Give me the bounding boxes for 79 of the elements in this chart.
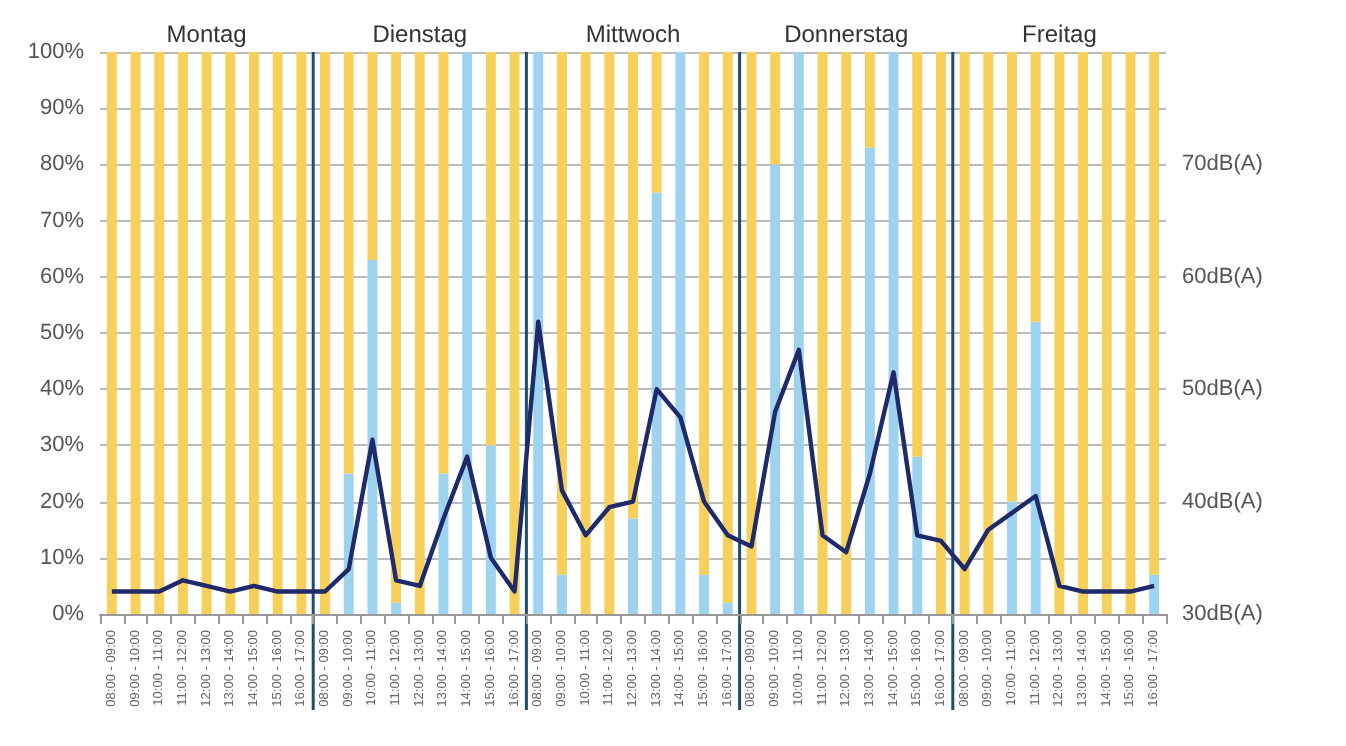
y-tick-label: 0%	[52, 602, 85, 626]
bar	[1149, 52, 1160, 575]
bar	[462, 52, 473, 614]
text: Montag	[166, 20, 247, 48]
bar	[296, 52, 307, 614]
bar	[888, 52, 899, 614]
line-series	[109, 319, 1157, 594]
bar	[414, 52, 425, 614]
bar	[675, 52, 686, 614]
bar	[746, 52, 757, 614]
y2-tick-label: 60dB(A)	[1182, 264, 1263, 289]
bar	[1007, 52, 1017, 502]
y-tick-label: 40%	[39, 377, 85, 402]
y-tick-label: 100%	[27, 40, 85, 64]
bar	[651, 52, 662, 193]
bar	[130, 52, 141, 614]
bar	[1125, 52, 1136, 614]
bar	[935, 52, 946, 614]
bar	[343, 52, 354, 474]
y-tick-label: 20%	[39, 489, 85, 514]
bar	[651, 192, 662, 614]
bar	[556, 574, 567, 614]
bar	[628, 52, 638, 519]
bar	[485, 445, 496, 614]
bar	[1149, 574, 1160, 614]
bar	[770, 52, 781, 165]
bar	[367, 52, 378, 260]
text: Freitag	[1022, 20, 1097, 48]
y2-tick-label: 50dB(A)	[1182, 377, 1263, 402]
bar	[912, 52, 923, 457]
bar	[841, 52, 852, 614]
bar	[177, 52, 188, 614]
bar	[320, 52, 331, 614]
bar	[391, 602, 402, 614]
bar	[272, 52, 283, 614]
bar	[1007, 501, 1017, 614]
bar	[556, 52, 567, 575]
bar	[106, 52, 117, 614]
y-tick-label: 60%	[39, 264, 85, 289]
y-tick-label: 90%	[39, 96, 85, 121]
bar	[533, 52, 544, 614]
text: Donnerstag	[784, 20, 909, 48]
bar	[1030, 321, 1041, 614]
y2-tick-label: 30dB(A)	[1182, 602, 1263, 626]
bar	[201, 52, 212, 614]
text: Dienstag	[372, 20, 468, 48]
bar	[438, 52, 449, 474]
bar	[864, 147, 875, 614]
bar	[509, 52, 520, 614]
bar	[225, 52, 236, 614]
text: Mittwoch	[585, 20, 681, 48]
y-tick-label: 80%	[39, 152, 85, 177]
bar	[1030, 52, 1041, 322]
bar	[1101, 52, 1112, 614]
bar	[864, 52, 875, 148]
bar	[722, 52, 733, 603]
bar	[391, 52, 402, 603]
bar	[770, 164, 781, 614]
bar	[580, 52, 591, 614]
y2-tick-label: 70dB(A)	[1182, 152, 1263, 177]
bar	[699, 52, 710, 575]
y-tick-label: 30%	[39, 433, 85, 458]
bar	[1078, 52, 1089, 614]
bar	[154, 52, 165, 614]
bar	[604, 52, 615, 614]
bar	[485, 52, 496, 446]
y-tick-label: 10%	[39, 545, 85, 570]
bar	[249, 52, 259, 614]
bar	[1054, 52, 1065, 614]
bar	[628, 518, 638, 614]
y-tick-label: 70%	[39, 208, 85, 233]
y-tick-label: 50%	[39, 321, 85, 345]
bar	[983, 52, 994, 614]
bar	[367, 259, 378, 614]
bar	[699, 574, 710, 614]
bar	[722, 602, 733, 614]
bar	[959, 52, 970, 614]
bar	[793, 52, 804, 614]
y2-tick-label: 40dB(A)	[1182, 489, 1263, 514]
